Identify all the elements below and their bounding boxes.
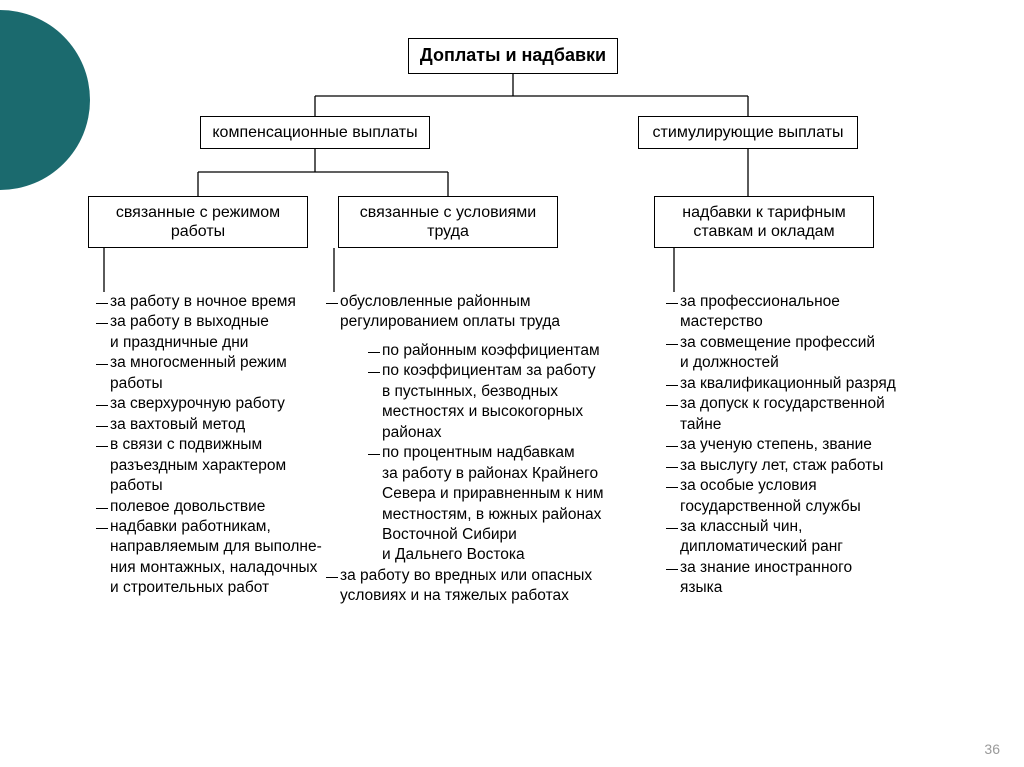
page-number: 36	[984, 741, 1000, 757]
list-item: за совмещение профессийи должностей	[666, 333, 906, 374]
list-item: за знание иностранногоязыка	[666, 558, 906, 599]
list-item-text: обусловленные районнымрегулированием опл…	[340, 292, 626, 333]
list-item-text: за работу в выходныеи праздничные дни	[110, 312, 326, 353]
list-item-text: по коэффициентам за работув пустынных, б…	[382, 361, 604, 443]
list-item-text: за работу во вредных или опасныхусловиях…	[340, 566, 626, 607]
list-item-text: по процентным надбавкамза работу в район…	[382, 443, 604, 566]
list-item-text: за особые условиягосударственной службы	[680, 476, 906, 517]
list-item-text: надбавки работникам,направляемым для вып…	[110, 517, 326, 599]
list-item: за сверхурочную работу	[96, 394, 326, 414]
list-item: обусловленные районнымрегулированием опл…	[326, 292, 626, 333]
node-root: Доплаты и надбавки	[408, 38, 618, 74]
nested-list: по районным коэффициентампо коэффициента…	[368, 341, 604, 566]
list-item: за работу в ночное время	[96, 292, 326, 312]
list-item-text: за многосменный режимработы	[110, 353, 326, 394]
list-tariff: за профессиональноемастерствоза совмещен…	[666, 292, 906, 599]
list-regime: за работу в ночное времяза работу в выхо…	[96, 292, 326, 599]
list-item-text: в связи с подвижнымразъездным характером…	[110, 435, 326, 496]
list-item-text: за вахтовый метод	[110, 415, 326, 435]
list-item-text: по районным коэффициентам	[382, 341, 604, 361]
list-item: полевое довольствие	[96, 497, 326, 517]
node-comp-label: компенсационные выплаты	[212, 124, 417, 141]
list-item: за многосменный режимработы	[96, 353, 326, 394]
list-item-text: за знание иностранногоязыка	[680, 558, 906, 599]
list-conditions: обусловленные районнымрегулированием опл…	[326, 292, 626, 607]
list-item-text: за ученую степень, звание	[680, 435, 906, 455]
list-item: за выслугу лет, стаж работы	[666, 456, 906, 476]
list-item-text: за выслугу лет, стаж работы	[680, 456, 906, 476]
list-item: за ученую степень, звание	[666, 435, 906, 455]
list-item-text: полевое довольствие	[110, 497, 326, 517]
list-item: за допуск к государственнойтайне	[666, 394, 906, 435]
list-item: за особые условиягосударственной службы	[666, 476, 906, 517]
list-item: в связи с подвижнымразъездным характером…	[96, 435, 326, 496]
list-item-text: за совмещение профессийи должностей	[680, 333, 906, 374]
node-stim: стимулирующие выплаты	[638, 116, 858, 149]
node-conditions-label: связанные с условиямитруда	[360, 204, 536, 240]
list-item: по коэффициентам за работув пустынных, б…	[368, 361, 604, 443]
list-item-text: за допуск к государственнойтайне	[680, 394, 906, 435]
list-item-text: за квалификационный разряд	[680, 374, 906, 394]
node-regime-label: связанные с режимомработы	[116, 204, 280, 240]
list-item: за работу в выходныеи праздничные дни	[96, 312, 326, 353]
node-tariff-label: надбавки к тарифнымставкам и окладам	[682, 204, 845, 240]
list-item: за классный чин,дипломатический ранг	[666, 517, 906, 558]
node-conditions: связанные с условиямитруда	[338, 196, 558, 248]
list-item-text: за классный чин,дипломатический ранг	[680, 517, 906, 558]
node-comp: компенсационные выплаты	[200, 116, 430, 149]
list-item-text: за профессиональноемастерство	[680, 292, 906, 333]
list-item-text: за сверхурочную работу	[110, 394, 326, 414]
list-item: по процентным надбавкамза работу в район…	[368, 443, 604, 566]
node-regime: связанные с режимомработы	[88, 196, 308, 248]
node-root-label: Доплаты и надбавки	[420, 45, 606, 65]
list-item: за профессиональноемастерство	[666, 292, 906, 333]
list-item: надбавки работникам,направляемым для вып…	[96, 517, 326, 599]
node-stim-label: стимулирующие выплаты	[653, 124, 844, 141]
decor-circle	[0, 10, 90, 190]
list-item: за квалификационный разряд	[666, 374, 906, 394]
node-tariff: надбавки к тарифнымставкам и окладам	[654, 196, 874, 248]
list-item-text: за работу в ночное время	[110, 292, 326, 312]
list-spine: по районным коэффициентампо коэффициента…	[326, 333, 626, 566]
list-item: по районным коэффициентам	[368, 341, 604, 361]
list-item: за работу во вредных или опасныхусловиях…	[326, 566, 626, 607]
list-item: за вахтовый метод	[96, 415, 326, 435]
